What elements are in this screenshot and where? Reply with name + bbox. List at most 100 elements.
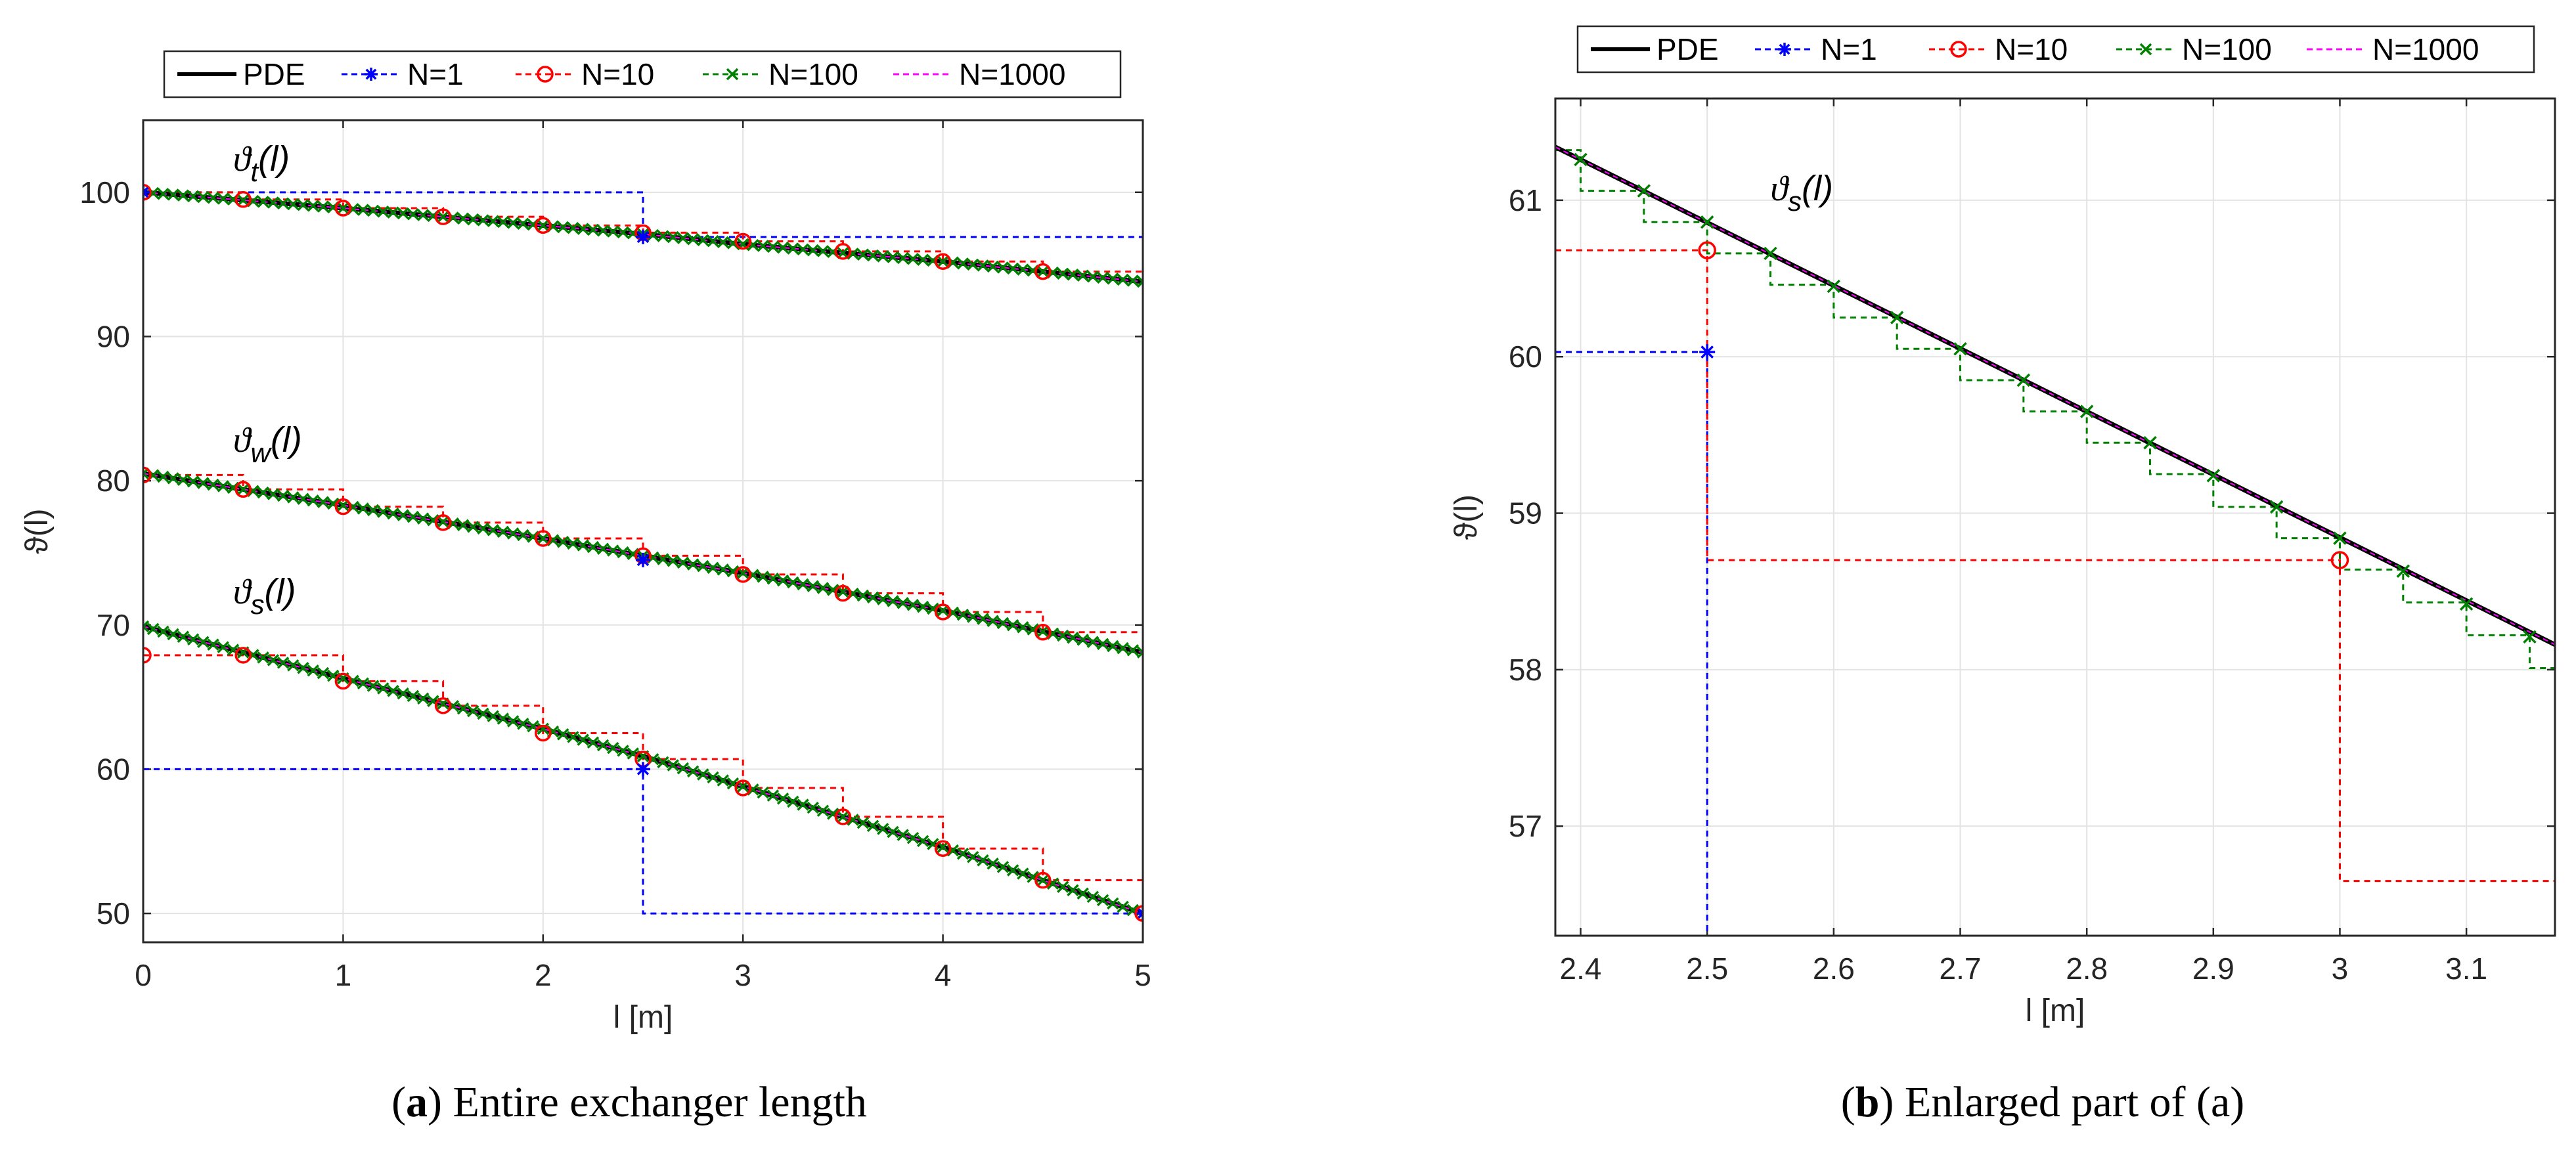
panel-a-s-n100-marker [956,847,969,860]
panel-a-t-n100-marker [787,242,799,255]
panel-a-t-n100-marker [357,204,370,216]
panel-a-w-n100-marker [1117,642,1129,655]
panel-a-s-n100-marker [456,702,470,715]
panel-a-w-n100-marker [197,477,210,489]
panel-a-w-n100-marker [1136,646,1143,659]
panel-a-w-n100-marker [937,604,949,617]
panel-a-legend-item-n1: N=1 [342,57,464,91]
panel-a-t-n100-marker [567,222,579,234]
panel-a-s-n1-line [143,768,1143,915]
panel-b-xtick-label: 2.8 [2066,951,2108,986]
panel-b-legend-item-pde: PDE [1591,32,1719,66]
panel-a-legend-item-n10: N=10 [516,57,654,91]
panel-a-w-n100-marker [787,576,799,589]
panel-a-t-n100-marker [686,232,700,246]
panel-a-s-n10-marker [734,779,751,797]
panel-a-w-n100-marker [307,494,319,507]
panel-a-s-n100-marker [217,641,229,653]
panel-a-s-n100-marker [587,736,600,749]
panel-b-legend-label-pde: PDE [1656,32,1719,66]
panel-a-w-n100-marker [677,556,690,569]
panel-a-t-n100-marker [477,214,489,227]
panel-b-n100-marker [1637,184,1651,198]
panel-a-t-n100-marker [236,194,250,207]
panel-a-s-n100-marker [1057,881,1069,893]
panel-a-t-n100-marker [607,225,619,238]
panel-a-s-n100-marker [807,801,819,814]
panel-a-caption-text: Entire exchanger length [442,1078,867,1126]
panel-b-data-layer [1555,144,2555,936]
panel-a-w-n100-marker [497,525,510,538]
panel-a-w-n100-marker [866,591,879,604]
panel-a-w-n100-marker [776,574,789,587]
panel-b-legend-label-n1000: N=1000 [2372,32,2479,66]
panel-a-t-n100-marker [1117,273,1129,286]
panel-a-xtick-label: 0 [135,958,152,992]
panel-b-caption-letter: b [1855,1078,1880,1126]
panel-b-n100-marker [2269,500,2284,514]
panel-a-t-n100-marker [537,219,550,232]
panel-a-w-n100-marker [977,613,989,625]
panel-a-s-n100-marker [866,819,879,832]
panel-a-w-n10-line [143,473,1143,634]
panel-a-annotation-1: ϑw(l) [233,420,302,468]
panel-b-n100-marker [1827,279,1841,294]
panel-a-s-n10-marker [934,840,952,857]
panel-a-t-n100-marker [837,246,849,259]
panel-a-s-n100-marker [707,771,719,784]
panel-a-w-n10-marker [734,566,751,583]
panel-b-n100-marker [2333,531,2347,545]
panel-b-caption-close: ) [1879,1078,1894,1126]
panel-b-legend-item-n1: N=1 [1755,32,1877,66]
panel-a-s-n100-marker [197,636,210,648]
panel-a-s-n100-marker [146,622,160,636]
panel-a-ytick-label: 60 [97,752,130,786]
panel-a-w-n100-marker [167,472,179,485]
panel-a-t-n100-marker [996,261,1010,274]
panel-a-s-n100-marker [397,687,409,700]
panel-b-xtick-label: 3 [2332,951,2349,986]
panel-a-w-n1-marker [636,552,650,567]
panel-a-t-n100-marker [877,250,889,263]
panel-a-t-n100-marker [257,196,269,208]
panel-a-legend: PDE N=1 N=10 N=100 N=1000 [163,50,1122,98]
panel-a-s-n100-marker [257,651,269,664]
panel-a-s-n100-marker [766,789,780,802]
panel-a-t-n100-marker [906,253,920,265]
panel-a-w-n100-marker [177,473,190,487]
panel-a-w-n100-marker [277,489,290,502]
panel-a-legend-marker-n1 [365,68,378,81]
panel-a-s-n100-marker [677,762,690,775]
panel-a-w-n100-marker [686,558,700,571]
panel-b-ytick-label: 59 [1509,496,1542,531]
panel-a-w-n10-marker [1034,624,1052,641]
panel-a-w-n100-marker [416,512,430,525]
panel-a-annotation-text: ϑs(l) [233,572,296,620]
panel-a-t-n100-marker [887,251,899,263]
panel-b-n100-marker [1953,342,1967,356]
panel-a-legend-label-pde: PDE [243,57,305,91]
panel-a-w-n100-marker [577,539,589,552]
panel-a-annotation-base: ϑ [233,572,252,611]
panel-a-t-n10-marker [535,217,552,234]
panel-a-w-n100-marker [587,540,600,554]
panel-a-w-n100-marker [287,491,300,504]
panel-a-w-n100-marker [837,586,849,598]
panel-a-s-n100-marker [267,654,280,666]
panel-a-t-n100-marker [207,192,219,204]
panel-a-w-n100-marker [1006,619,1019,632]
panel-a-s-n100-marker [187,633,200,645]
panel-a-t-n100-marker [1006,262,1019,275]
panel-a-annotation-0: ϑt(l) [233,139,290,187]
panel-a-t-n100-marker [1036,265,1050,278]
panel-a-t-n100-marker [337,202,349,215]
panel-a-ylabel: ϑ(l) [20,509,55,554]
panel-a-w-n100-marker [467,521,479,533]
panel-b-n100-marker [1700,215,1714,229]
panel-a-t-n100-marker [1096,271,1109,284]
panel-a-t-n10-marker [234,191,252,208]
panel-b-n100-marker [1574,152,1588,167]
panel-b-n100-marker [2523,630,2537,644]
panel-a-xtick-label: 5 [1134,958,1151,992]
